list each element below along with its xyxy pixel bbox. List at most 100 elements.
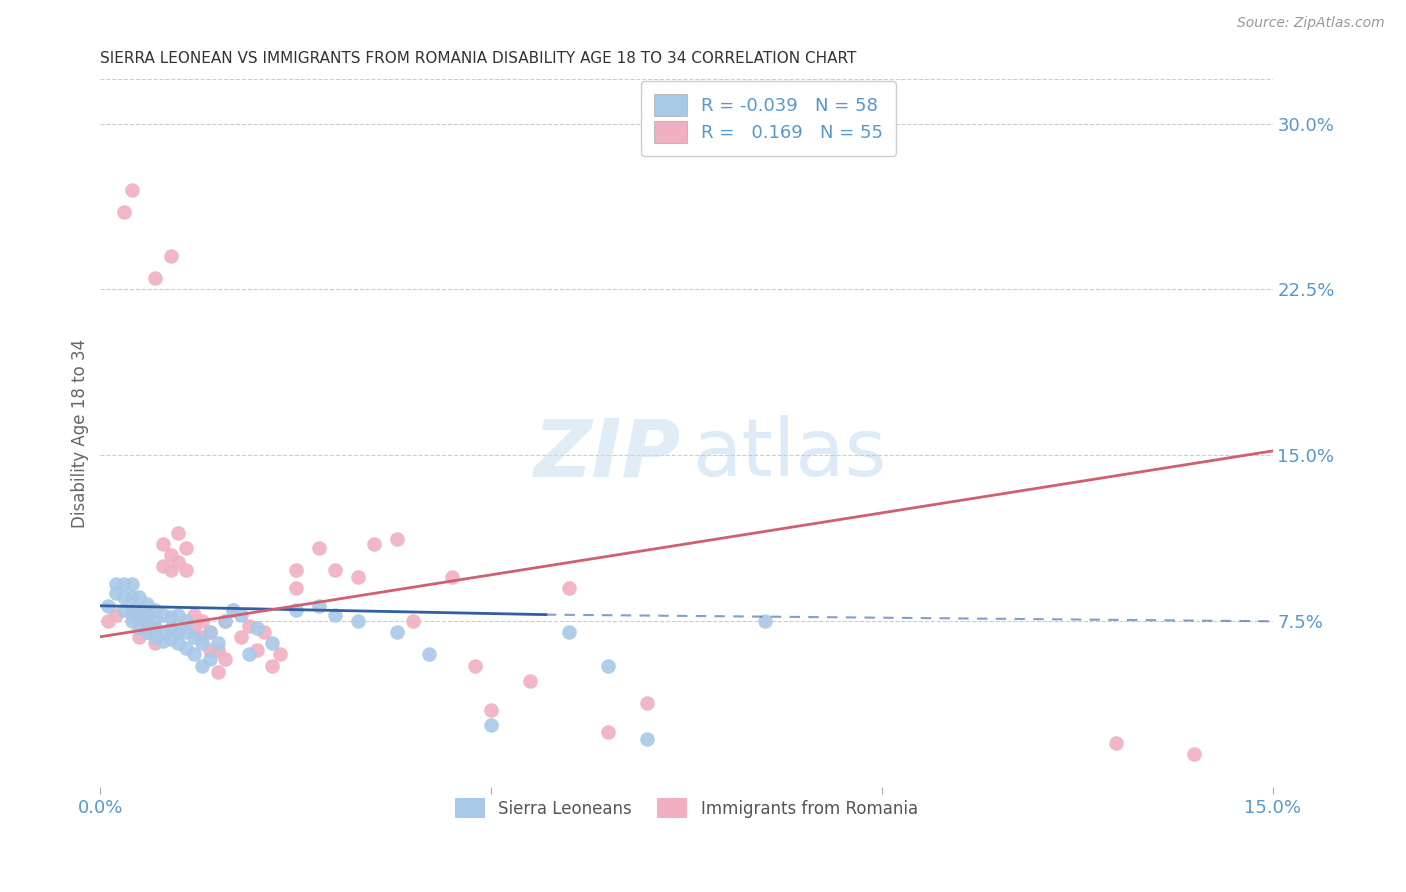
- Point: [238, 618, 260, 632]
- Point: [191, 630, 214, 644]
- Point: [128, 630, 150, 644]
- Point: [558, 581, 581, 595]
- Point: [167, 607, 190, 622]
- Point: [262, 636, 284, 650]
- Point: [207, 665, 229, 680]
- Point: [198, 625, 221, 640]
- Point: [284, 563, 307, 577]
- Point: [97, 599, 120, 613]
- Point: [308, 599, 330, 613]
- Point: [112, 205, 135, 219]
- Text: ZIP: ZIP: [533, 416, 681, 493]
- Point: [636, 696, 658, 710]
- Point: [222, 603, 245, 617]
- Text: SIERRA LEONEAN VS IMMIGRANTS FROM ROMANIA DISABILITY AGE 18 TO 34 CORRELATION CH: SIERRA LEONEAN VS IMMIGRANTS FROM ROMANI…: [100, 51, 856, 66]
- Point: [128, 621, 150, 635]
- Point: [159, 621, 181, 635]
- Point: [104, 585, 127, 599]
- Point: [176, 640, 198, 655]
- Point: [269, 648, 291, 662]
- Legend: Sierra Leoneans, Immigrants from Romania: Sierra Leoneans, Immigrants from Romania: [449, 791, 924, 825]
- Point: [97, 614, 120, 628]
- Point: [229, 607, 252, 622]
- Point: [143, 603, 166, 617]
- Point: [347, 614, 370, 628]
- Point: [191, 614, 214, 628]
- Point: [754, 614, 776, 628]
- Point: [143, 621, 166, 635]
- Text: atlas: atlas: [692, 416, 887, 493]
- Point: [183, 607, 205, 622]
- Point: [183, 630, 205, 644]
- Point: [136, 607, 159, 622]
- Point: [152, 559, 174, 574]
- Point: [167, 525, 190, 540]
- Point: [159, 249, 181, 263]
- Point: [1182, 747, 1205, 761]
- Point: [176, 563, 198, 577]
- Point: [121, 576, 143, 591]
- Point: [104, 576, 127, 591]
- Point: [636, 731, 658, 746]
- Point: [246, 643, 269, 657]
- Point: [1105, 736, 1128, 750]
- Point: [479, 703, 502, 717]
- Point: [519, 673, 541, 688]
- Point: [198, 625, 221, 640]
- Point: [176, 541, 198, 556]
- Point: [207, 636, 229, 650]
- Point: [323, 563, 346, 577]
- Point: [143, 630, 166, 644]
- Point: [558, 625, 581, 640]
- Text: Source: ZipAtlas.com: Source: ZipAtlas.com: [1237, 16, 1385, 30]
- Point: [136, 616, 159, 631]
- Point: [159, 610, 181, 624]
- Point: [479, 718, 502, 732]
- Point: [191, 658, 214, 673]
- Point: [121, 590, 143, 604]
- Point: [387, 533, 409, 547]
- Point: [136, 607, 159, 622]
- Point: [121, 603, 143, 617]
- Point: [214, 614, 236, 628]
- Point: [323, 607, 346, 622]
- Point: [136, 621, 159, 635]
- Point: [167, 625, 190, 640]
- Point: [191, 636, 214, 650]
- Point: [112, 576, 135, 591]
- Point: [262, 658, 284, 673]
- Point: [128, 590, 150, 604]
- Point: [246, 621, 269, 635]
- Point: [159, 548, 181, 562]
- Point: [104, 607, 127, 622]
- Point: [167, 636, 190, 650]
- Point: [598, 724, 620, 739]
- Point: [176, 614, 198, 628]
- Point: [402, 614, 425, 628]
- Point: [222, 603, 245, 617]
- Point: [152, 625, 174, 640]
- Point: [112, 590, 135, 604]
- Point: [121, 183, 143, 197]
- Point: [128, 603, 150, 617]
- Point: [284, 603, 307, 617]
- Point: [121, 614, 143, 628]
- Point: [229, 630, 252, 644]
- Point: [152, 537, 174, 551]
- Point: [167, 555, 190, 569]
- Point: [128, 612, 150, 626]
- Point: [128, 607, 150, 622]
- Point: [143, 271, 166, 285]
- Point: [198, 643, 221, 657]
- Point: [198, 652, 221, 666]
- Point: [159, 632, 181, 646]
- Point: [183, 621, 205, 635]
- Point: [159, 563, 181, 577]
- Point: [121, 607, 143, 622]
- Point: [440, 570, 463, 584]
- Point: [214, 652, 236, 666]
- Point: [347, 570, 370, 584]
- Point: [464, 658, 486, 673]
- Y-axis label: Disability Age 18 to 34: Disability Age 18 to 34: [72, 339, 89, 528]
- Point: [143, 621, 166, 635]
